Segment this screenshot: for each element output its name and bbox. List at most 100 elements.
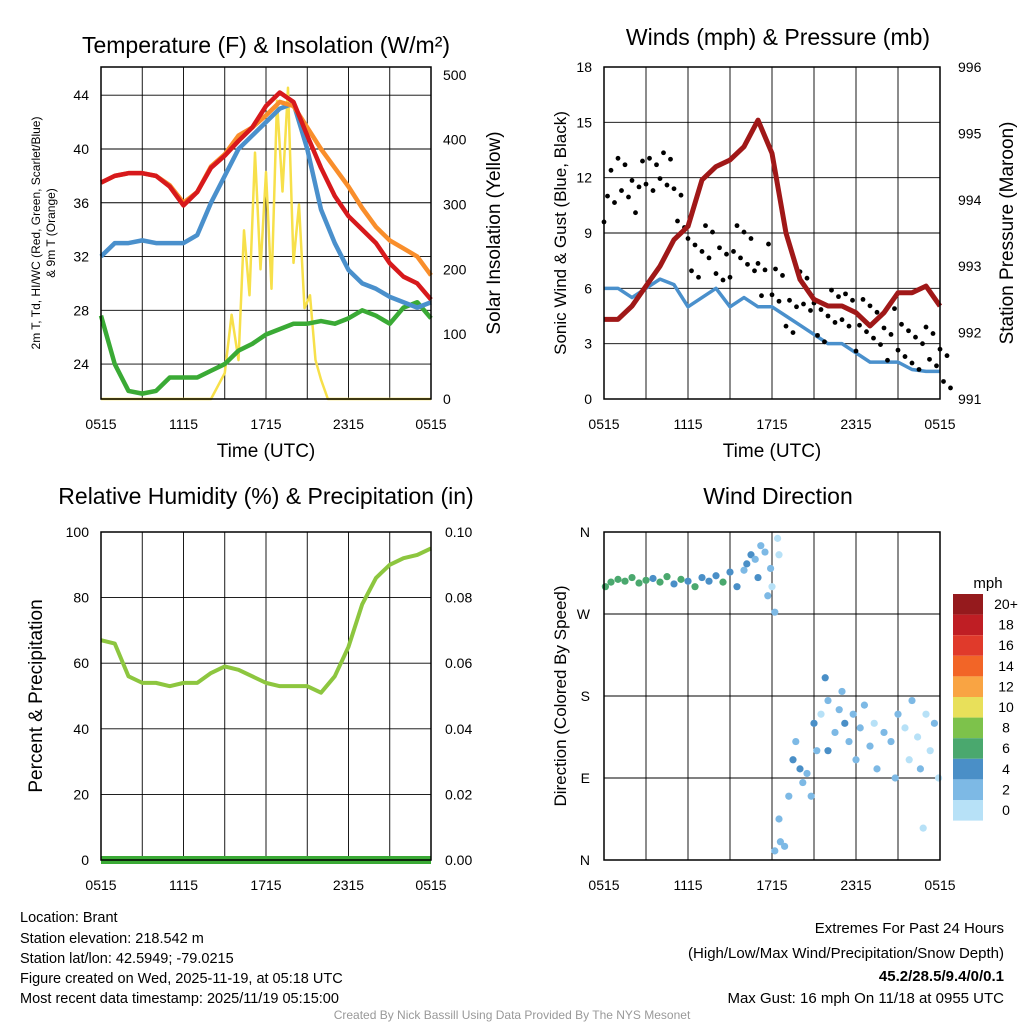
location-text: Location: Brant [20,910,118,926]
wind-direction-ylabel: Direction (Colored By Speed) [551,585,570,806]
gust-point [769,292,775,298]
gust-point [615,155,621,161]
y-tick-label: 0 [584,391,592,407]
gust-point [685,236,691,241]
legend-swatch [953,697,983,718]
wind-direction-point [635,579,643,587]
gust-point [927,356,932,362]
gust-point [934,363,939,369]
wind-direction-point [621,577,629,585]
gust-point [657,176,663,181]
wind-direction-point [757,542,765,550]
gust-point [836,294,841,300]
gust-point [846,323,852,329]
gust-point [878,342,883,347]
gust-point [930,331,936,336]
y-tick-label: 9 [584,225,592,241]
y-tick-label: 36 [73,195,89,211]
wind-direction-point [789,756,797,764]
wind-direction-point [677,575,685,583]
extremes-title: Extremes For Past 24 Hours [815,920,1004,937]
y-tick-label: 100 [66,524,90,540]
gust-point [696,274,701,280]
y-tick-label: 12 [576,170,592,186]
gust-point [629,178,635,183]
y-tick-label: 32 [73,249,89,265]
gust-point [913,334,918,340]
gust-point [605,193,610,199]
legend-swatch [953,635,983,656]
wind-direction-point [873,765,881,773]
gust-point [871,335,876,341]
gust-point [874,309,880,315]
wind-direction-point [781,842,789,850]
gust-point [661,150,666,156]
y2-tick-label: 0.02 [445,786,472,802]
gust-point [752,268,757,274]
gust-point [626,194,631,200]
wind-direction-point [774,534,782,542]
y2-tick-label: 400 [443,132,467,148]
gust-point [755,261,761,266]
x-tick-label: 0515 [85,877,116,893]
gust-point [920,341,925,347]
gust-point [860,297,866,302]
gust-point [892,306,897,312]
x-tick-label: 1715 [756,416,787,432]
gust-point [843,291,848,297]
x-tick-label: 1115 [673,416,702,432]
gust-point [909,360,915,366]
gust-point [818,307,824,312]
y2-tick-label: 300 [443,196,467,212]
wind-direction-point [768,583,776,591]
gust-point [671,186,677,192]
credit-text: Created By Nick Bassill Using Data Provi… [334,1008,691,1022]
legend-swatch [953,614,983,636]
wind-direction-point [817,710,825,718]
gust-point [741,229,747,235]
wind-direction-point [747,551,755,559]
wind-direction-point [856,724,864,732]
x-tick-label: 2315 [840,877,871,893]
gust-point [815,332,820,338]
x-tick-label: 1715 [250,877,281,893]
gust-point [706,255,712,261]
wind-direction-point [663,573,671,581]
y2-tick-label: 0.10 [445,524,472,540]
gust-point [780,273,785,278]
x-tick-label: 1715 [250,416,281,432]
winds-ylabel: Sonic Wind & Gust (Blue, Black) [551,111,570,355]
gust-point [801,301,806,307]
gust-point [759,293,764,299]
gust-point [881,325,887,331]
wind-direction-point [642,576,650,584]
y-tick-label: 28 [73,302,89,318]
y-tick-label: 20 [73,786,89,802]
legend-swatch [953,676,983,697]
wind-direction-point [628,573,636,582]
gust-point [822,339,827,345]
y-tick-label: 18 [576,59,592,75]
legend-label: 16 [998,637,1014,653]
wind-direction-title: Wind Direction [703,483,853,509]
wind-direction-point [926,747,934,755]
elevation-text: Station elevation: 218.542 m [20,931,204,947]
wind-direction-point [698,573,706,582]
humidity-panel: Relative Humidity (%) & Precipitation (i… [26,483,474,893]
y-tick-label: 15 [576,114,592,130]
y2-tick-label: 991 [958,391,982,407]
gust-point [857,322,862,328]
x-tick-label: 1715 [756,877,787,893]
gust-point [633,210,638,216]
y2-tick-label: 995 [958,125,982,141]
wind-direction-point [712,572,720,580]
y-tick-label: 44 [73,87,89,103]
x-tick-label: 0515 [588,416,619,432]
extremes-subtitle: (High/Low/Max Wind/Precipitation/Snow De… [688,945,1004,962]
y-tick-label: S [581,688,590,704]
y2-tick-label: 996 [958,59,982,75]
plot-frame [603,66,941,400]
legend-swatch [953,738,983,759]
wind-direction-point [891,774,899,782]
gust-point [888,332,894,337]
